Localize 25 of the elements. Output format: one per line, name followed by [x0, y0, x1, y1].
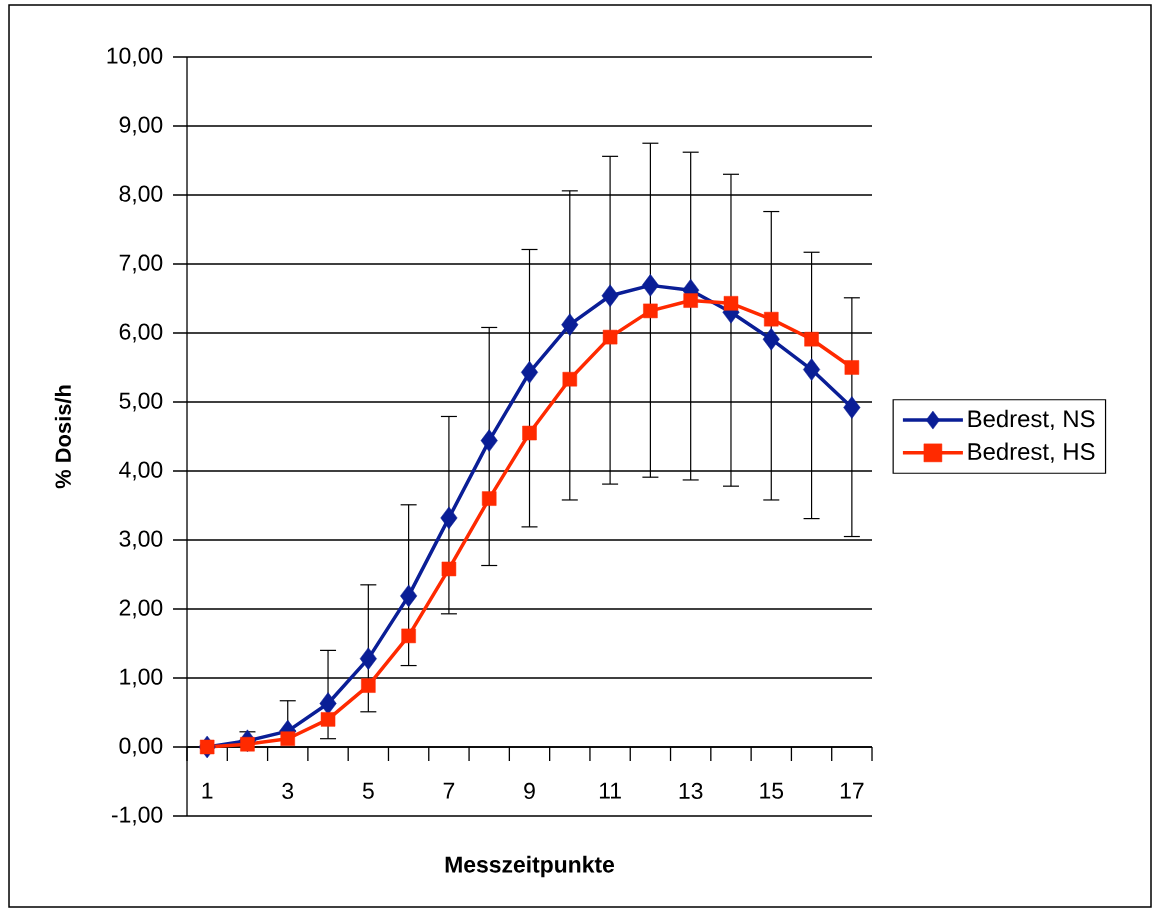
- legend-label: Bedrest, HS: [968, 442, 1095, 463]
- y-tick-label: 8,00: [119, 185, 163, 205]
- y-tick-label: 2,00: [119, 599, 163, 619]
- x-tick-label: 13: [679, 782, 703, 800]
- y-tick-label: -1,00: [111, 806, 163, 826]
- y-axis-title: % Dosis/h: [54, 385, 72, 489]
- x-tick-label: 5: [362, 782, 374, 799]
- x-tick-label: 3: [282, 782, 294, 800]
- y-tick-label: 9,00: [119, 116, 163, 136]
- y-tick-label: 4,00: [119, 461, 163, 481]
- legend-label: Bedrest, NS: [968, 409, 1095, 431]
- x-axis-title: Messzeitpunkte: [445, 855, 615, 878]
- x-tick-label: 17: [840, 782, 864, 799]
- x-tick-label: 11: [599, 782, 621, 799]
- y-tick-label: 1,00: [120, 668, 163, 688]
- y-tick-label: 10,00: [107, 47, 163, 67]
- y-tick-label: 3,00: [119, 530, 163, 550]
- y-tick-label: 6,00: [119, 323, 163, 343]
- x-tick-label: 9: [524, 782, 535, 800]
- y-tick-label: 7,00: [119, 254, 163, 274]
- x-tick-label: 7: [443, 782, 455, 799]
- y-tick-label: 0,00: [119, 737, 163, 757]
- x-tick-label: 15: [760, 782, 784, 799]
- y-tick-label: 5,00: [119, 392, 163, 412]
- x-tick-label: 1: [202, 782, 213, 799]
